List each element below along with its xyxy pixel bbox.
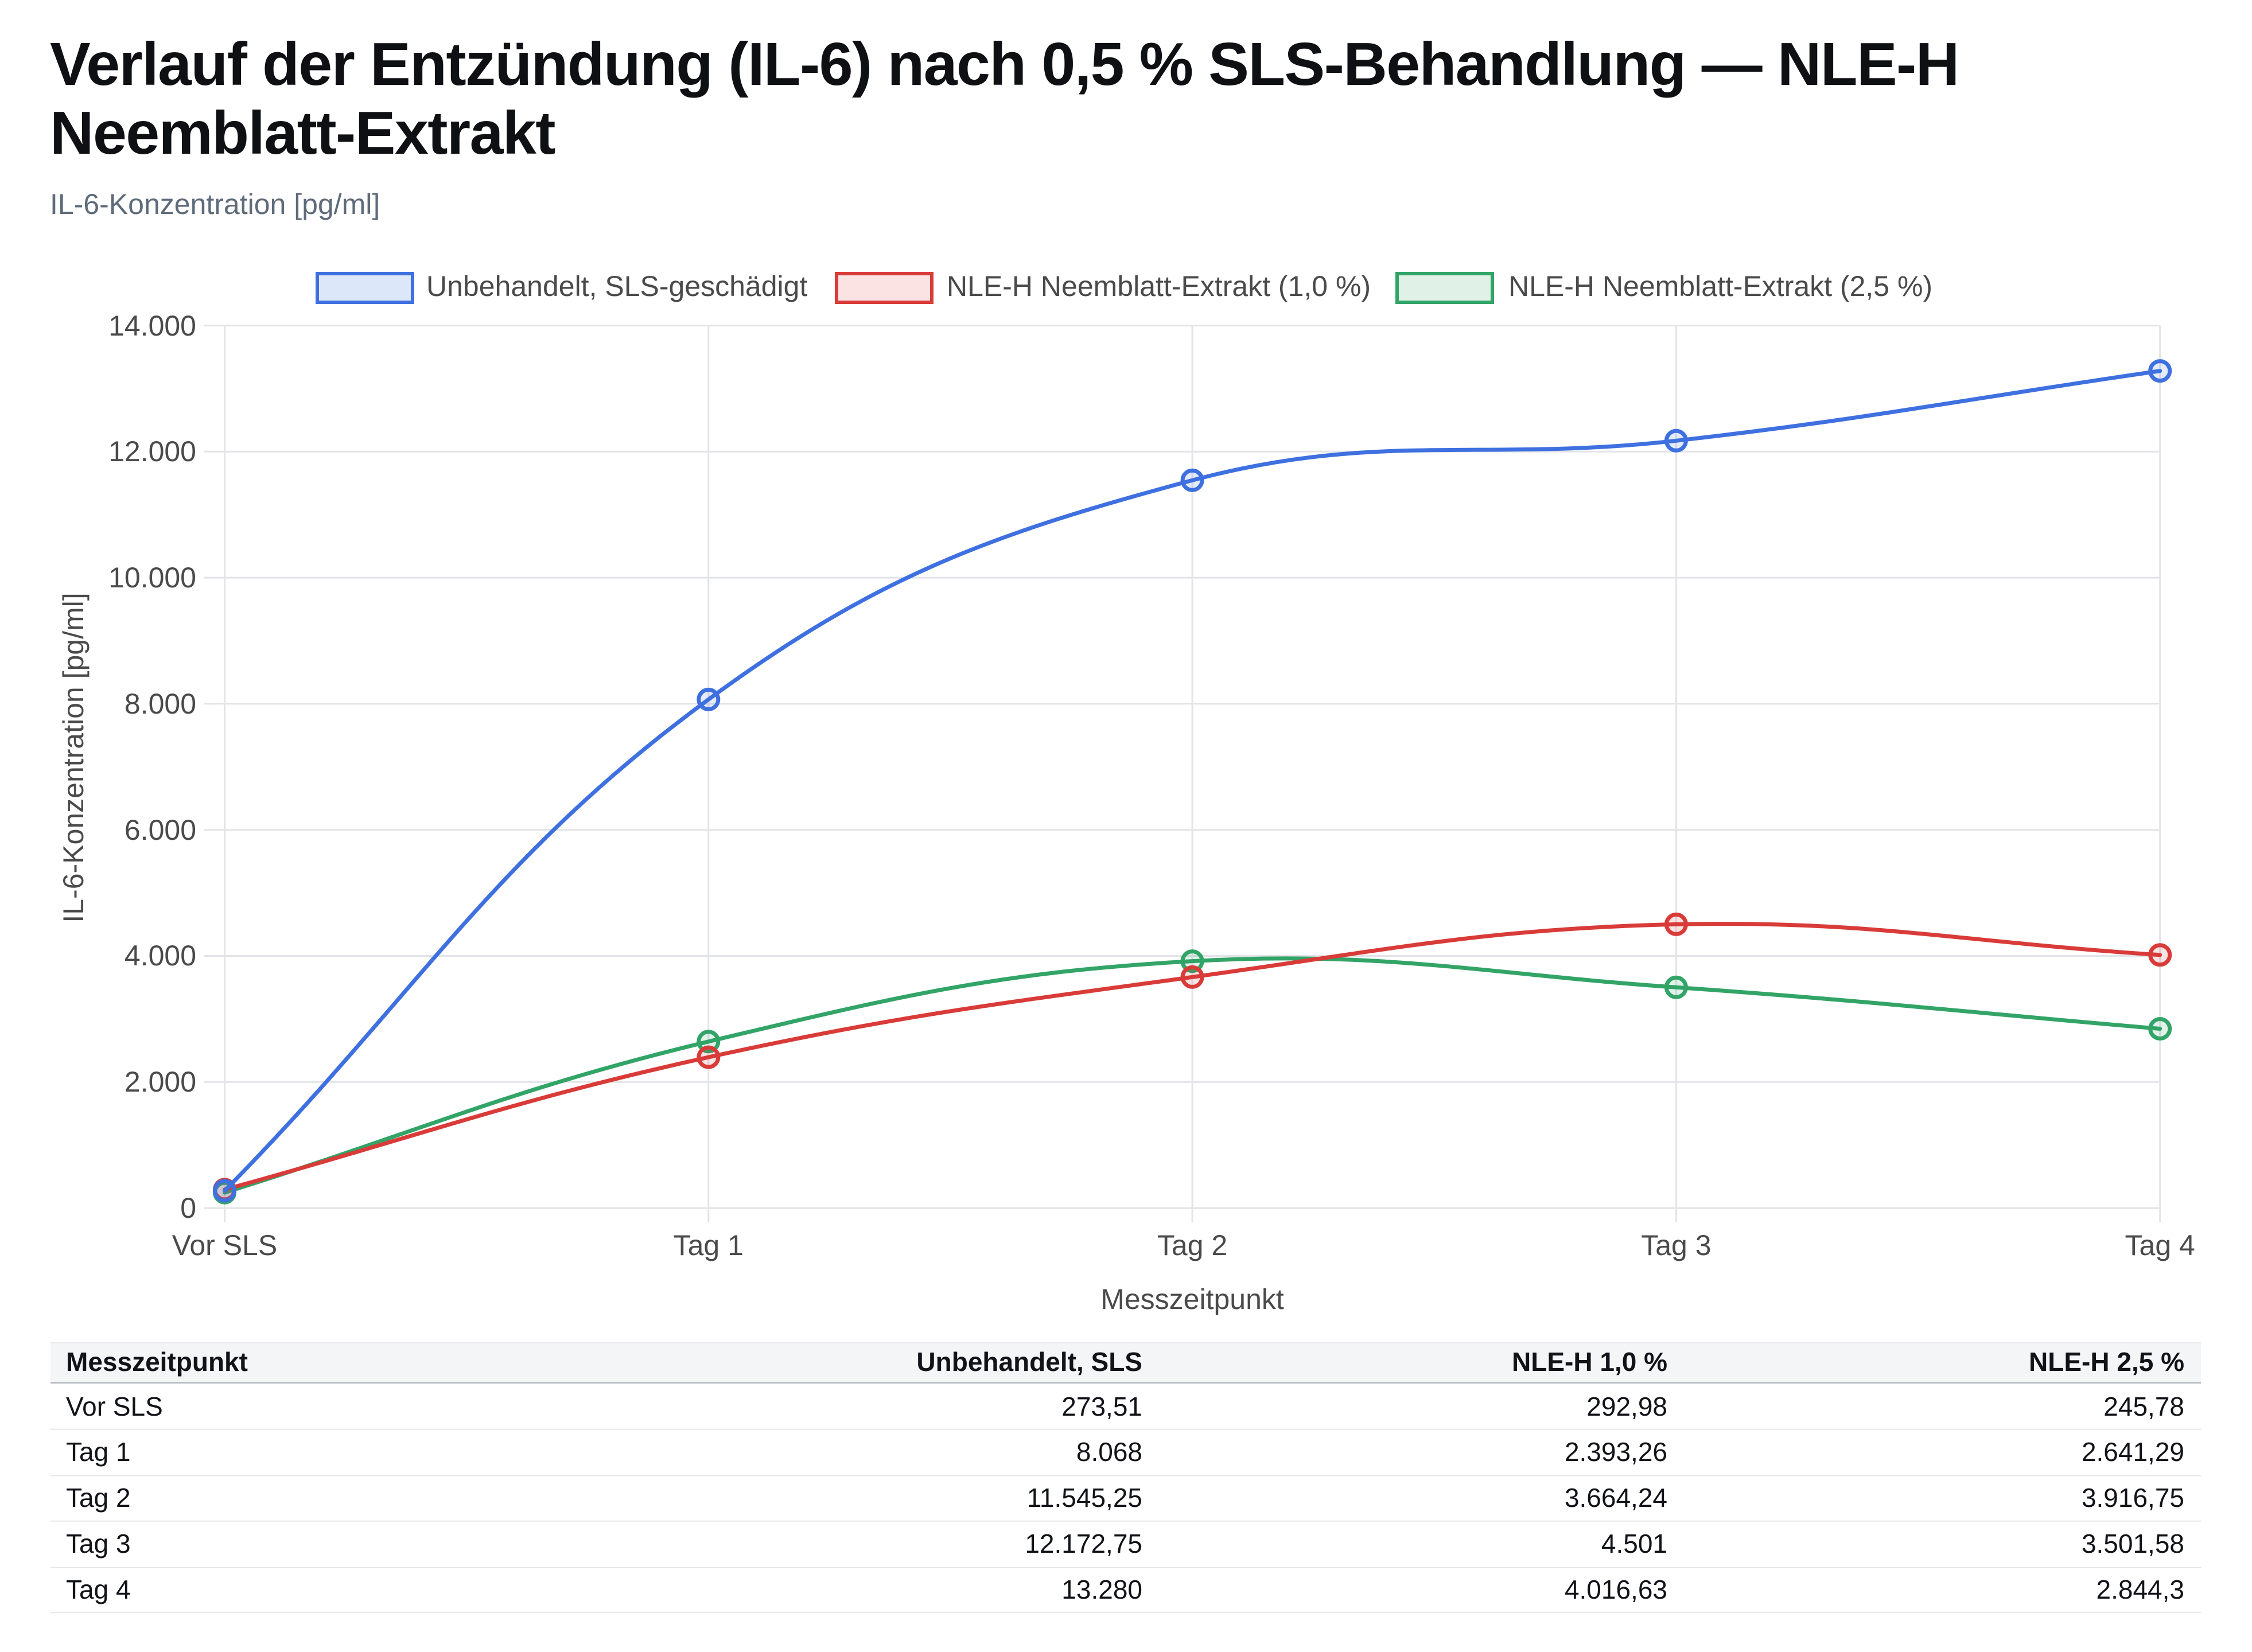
svg-text:IL-6-Konzentration [pg/ml]: IL-6-Konzentration [pg/ml] <box>50 188 380 220</box>
svg-text:4.016,63: 4.016,63 <box>1565 1575 1667 1604</box>
svg-text:2.000: 2.000 <box>125 1066 196 1098</box>
svg-text:Tag 1: Tag 1 <box>674 1229 744 1261</box>
svg-text:8.068: 8.068 <box>1076 1437 1142 1467</box>
svg-text:Neemblatt-Extrakt: Neemblatt-Extrakt <box>50 99 555 167</box>
svg-text:292,98: 292,98 <box>1586 1392 1667 1421</box>
svg-text:Tag 1: Tag 1 <box>66 1437 131 1467</box>
svg-text:8.000: 8.000 <box>125 688 196 720</box>
svg-text:3.501,58: 3.501,58 <box>2082 1529 2184 1559</box>
svg-text:Vor SLS: Vor SLS <box>172 1229 277 1261</box>
svg-text:Verlauf der Entzündung (IL-6): Verlauf der Entzündung (IL-6) nach 0,5 %… <box>50 30 1959 98</box>
svg-text:NLE-H Neemblatt-Extrakt (2,5 %: NLE-H Neemblatt-Extrakt (2,5 %) <box>1508 270 1932 302</box>
svg-text:6.000: 6.000 <box>125 814 196 846</box>
svg-text:Messzeitpunkt: Messzeitpunkt <box>66 1347 248 1377</box>
svg-text:IL-6-Konzentration [pg/ml]: IL-6-Konzentration [pg/ml] <box>57 593 90 922</box>
svg-text:2.844,3: 2.844,3 <box>2097 1575 2184 1604</box>
svg-text:2.641,29: 2.641,29 <box>2082 1437 2184 1467</box>
svg-text:245,78: 245,78 <box>2103 1392 2184 1421</box>
svg-text:Vor SLS: Vor SLS <box>66 1392 163 1421</box>
svg-text:14.000: 14.000 <box>108 310 196 342</box>
svg-text:0: 0 <box>180 1192 196 1224</box>
svg-text:4.000: 4.000 <box>125 940 196 972</box>
svg-text:Tag 3: Tag 3 <box>66 1529 131 1559</box>
svg-text:12.000: 12.000 <box>108 435 196 467</box>
svg-text:273,51: 273,51 <box>1061 1392 1142 1421</box>
svg-text:Tag 2: Tag 2 <box>66 1483 131 1513</box>
svg-text:2.393,26: 2.393,26 <box>1565 1437 1667 1467</box>
svg-text:Tag 3: Tag 3 <box>1641 1229 1711 1261</box>
svg-text:Tag 4: Tag 4 <box>66 1575 131 1604</box>
svg-text:Unbehandelt, SLS-geschädigt: Unbehandelt, SLS-geschädigt <box>426 270 807 302</box>
svg-text:Unbehandelt, SLS: Unbehandelt, SLS <box>916 1347 1142 1377</box>
svg-text:Tag 2: Tag 2 <box>1157 1229 1227 1261</box>
svg-text:11.545,25: 11.545,25 <box>1027 1483 1142 1513</box>
svg-text:3.664,24: 3.664,24 <box>1565 1483 1667 1513</box>
svg-text:NLE-H 1,0 %: NLE-H 1,0 % <box>1512 1347 1667 1377</box>
svg-text:NLE-H 2,5 %: NLE-H 2,5 % <box>2029 1347 2184 1377</box>
svg-text:10.000: 10.000 <box>108 562 196 594</box>
svg-text:NLE-H Neemblatt-Extrakt (1,0 %: NLE-H Neemblatt-Extrakt (1,0 %) <box>947 270 1371 302</box>
svg-text:13.280: 13.280 <box>1061 1575 1142 1604</box>
svg-text:Messzeitpunkt: Messzeitpunkt <box>1100 1283 1284 1315</box>
svg-text:3.916,75: 3.916,75 <box>2082 1483 2184 1513</box>
svg-text:Tag 4: Tag 4 <box>2125 1229 2195 1261</box>
svg-text:12.172,75: 12.172,75 <box>1025 1529 1142 1559</box>
svg-text:4.501: 4.501 <box>1601 1529 1667 1559</box>
